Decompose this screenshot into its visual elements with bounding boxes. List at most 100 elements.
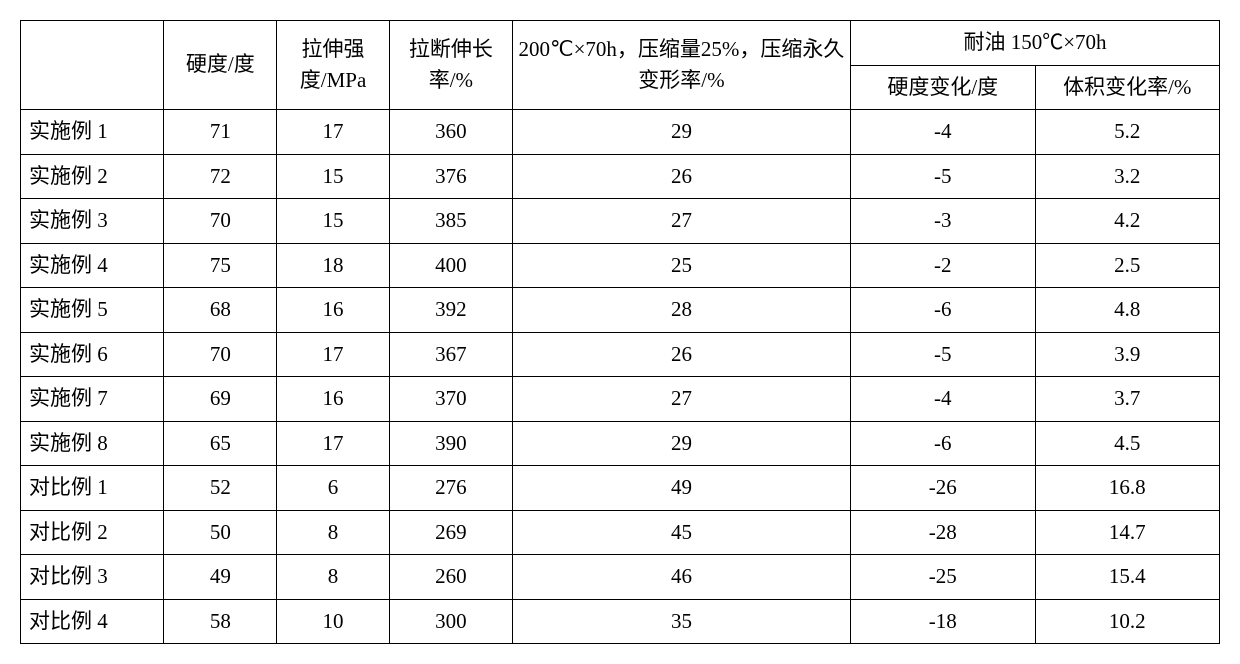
cell-elongation: 392 [389, 288, 512, 333]
cell-volume-change: 3.7 [1035, 377, 1220, 422]
cell-hardness: 65 [164, 421, 277, 466]
table-row: 对比例 250826945-2814.7 [21, 510, 1220, 555]
header-volume-change: 体积变化率/% [1035, 65, 1220, 110]
cell-volume-change: 4.5 [1035, 421, 1220, 466]
cell-hardness-change: -28 [851, 510, 1035, 555]
cell-hardness: 69 [164, 377, 277, 422]
row-label: 实施例 7 [21, 377, 164, 422]
cell-elongation: 300 [389, 599, 512, 644]
materials-properties-table: 硬度/度 拉伸强度/MPa 拉断伸长率/% 200℃×70h，压缩量25%，压缩… [20, 20, 1220, 644]
row-label: 实施例 5 [21, 288, 164, 333]
row-label: 实施例 1 [21, 110, 164, 155]
cell-elongation: 260 [389, 555, 512, 600]
cell-hardness-change: -5 [851, 154, 1035, 199]
table-row: 实施例 1711736029-45.2 [21, 110, 1220, 155]
cell-tensile: 16 [277, 288, 390, 333]
table-row: 实施例 2721537626-53.2 [21, 154, 1220, 199]
table-row: 实施例 6701736726-53.9 [21, 332, 1220, 377]
cell-volume-change: 5.2 [1035, 110, 1220, 155]
cell-tensile: 17 [277, 421, 390, 466]
row-label: 实施例 6 [21, 332, 164, 377]
cell-hardness: 49 [164, 555, 277, 600]
cell-compression: 29 [512, 110, 850, 155]
cell-compression: 49 [512, 466, 850, 511]
cell-compression: 46 [512, 555, 850, 600]
cell-hardness: 68 [164, 288, 277, 333]
cell-volume-change: 10.2 [1035, 599, 1220, 644]
cell-hardness: 75 [164, 243, 277, 288]
cell-hardness-change: -26 [851, 466, 1035, 511]
cell-elongation: 370 [389, 377, 512, 422]
cell-tensile: 10 [277, 599, 390, 644]
cell-elongation: 360 [389, 110, 512, 155]
cell-hardness-change: -6 [851, 288, 1035, 333]
cell-volume-change: 14.7 [1035, 510, 1220, 555]
row-label: 实施例 8 [21, 421, 164, 466]
cell-compression: 26 [512, 154, 850, 199]
cell-tensile: 15 [277, 199, 390, 244]
cell-hardness-change: -2 [851, 243, 1035, 288]
cell-hardness: 58 [164, 599, 277, 644]
cell-elongation: 276 [389, 466, 512, 511]
row-label: 对比例 1 [21, 466, 164, 511]
table-row: 实施例 4751840025-22.5 [21, 243, 1220, 288]
row-label: 实施例 2 [21, 154, 164, 199]
table-header: 硬度/度 拉伸强度/MPa 拉断伸长率/% 200℃×70h，压缩量25%，压缩… [21, 21, 1220, 110]
cell-volume-change: 4.2 [1035, 199, 1220, 244]
cell-volume-change: 4.8 [1035, 288, 1220, 333]
header-compression: 200℃×70h，压缩量25%，压缩永久变形率/% [512, 21, 850, 110]
cell-volume-change: 3.9 [1035, 332, 1220, 377]
cell-elongation: 390 [389, 421, 512, 466]
cell-tensile: 17 [277, 332, 390, 377]
row-label: 对比例 2 [21, 510, 164, 555]
cell-compression: 45 [512, 510, 850, 555]
table-row: 实施例 8651739029-64.5 [21, 421, 1220, 466]
cell-hardness: 71 [164, 110, 277, 155]
cell-hardness-change: -6 [851, 421, 1035, 466]
header-elongation: 拉断伸长率/% [389, 21, 512, 110]
cell-hardness: 52 [164, 466, 277, 511]
table-row: 实施例 5681639228-64.8 [21, 288, 1220, 333]
cell-volume-change: 2.5 [1035, 243, 1220, 288]
cell-elongation: 385 [389, 199, 512, 244]
row-label: 实施例 4 [21, 243, 164, 288]
table-body: 实施例 1711736029-45.2实施例 2721537626-53.2实施… [21, 110, 1220, 644]
cell-elongation: 269 [389, 510, 512, 555]
cell-volume-change: 16.8 [1035, 466, 1220, 511]
cell-tensile: 8 [277, 510, 390, 555]
cell-compression: 26 [512, 332, 850, 377]
cell-compression: 29 [512, 421, 850, 466]
row-label: 对比例 3 [21, 555, 164, 600]
header-row-1: 硬度/度 拉伸强度/MPa 拉断伸长率/% 200℃×70h，压缩量25%，压缩… [21, 21, 1220, 66]
cell-tensile: 6 [277, 466, 390, 511]
cell-hardness: 50 [164, 510, 277, 555]
cell-tensile: 17 [277, 110, 390, 155]
table-row: 对比例 152627649-2616.8 [21, 466, 1220, 511]
cell-tensile: 16 [277, 377, 390, 422]
header-blank [21, 21, 164, 110]
cell-elongation: 376 [389, 154, 512, 199]
cell-compression: 35 [512, 599, 850, 644]
cell-hardness-change: -3 [851, 199, 1035, 244]
cell-compression: 25 [512, 243, 850, 288]
cell-tensile: 8 [277, 555, 390, 600]
cell-elongation: 400 [389, 243, 512, 288]
cell-hardness-change: -4 [851, 110, 1035, 155]
cell-tensile: 18 [277, 243, 390, 288]
table-row: 实施例 7691637027-43.7 [21, 377, 1220, 422]
cell-hardness: 72 [164, 154, 277, 199]
cell-compression: 28 [512, 288, 850, 333]
cell-hardness-change: -18 [851, 599, 1035, 644]
cell-hardness-change: -25 [851, 555, 1035, 600]
cell-tensile: 15 [277, 154, 390, 199]
table-row: 对比例 349826046-2515.4 [21, 555, 1220, 600]
cell-compression: 27 [512, 199, 850, 244]
table-row: 对比例 4581030035-1810.2 [21, 599, 1220, 644]
header-hardness: 硬度/度 [164, 21, 277, 110]
table-row: 实施例 3701538527-34.2 [21, 199, 1220, 244]
row-label: 对比例 4 [21, 599, 164, 644]
cell-compression: 27 [512, 377, 850, 422]
cell-volume-change: 15.4 [1035, 555, 1220, 600]
cell-hardness: 70 [164, 332, 277, 377]
cell-hardness: 70 [164, 199, 277, 244]
